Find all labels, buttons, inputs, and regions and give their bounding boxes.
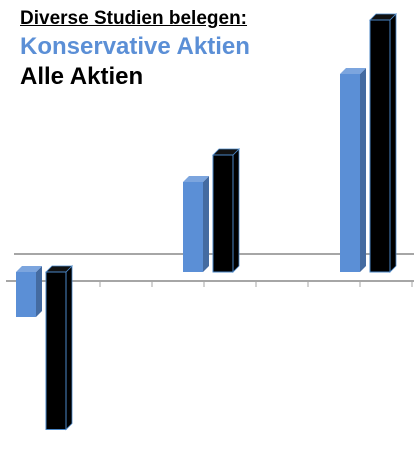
bar-top [340, 68, 366, 74]
bar-side [203, 176, 209, 272]
bar-side [389, 13, 397, 273]
bar-side [360, 68, 366, 272]
bar-side [36, 266, 42, 317]
bar-front [369, 19, 391, 273]
bar-side [65, 265, 73, 431]
bar-front [212, 154, 234, 273]
bar-konservative-1 [16, 266, 42, 317]
bar-alle-3 [369, 13, 397, 273]
bar-front [16, 272, 36, 317]
legend-entry-konservative: Konservative Aktien [20, 33, 250, 60]
legend-entry-alle: Alle Aktien [20, 63, 144, 90]
bar-side [232, 148, 240, 273]
bar-front [183, 182, 203, 272]
bar-konservative-2 [183, 176, 209, 272]
bar-front [45, 271, 67, 430]
chart-title: Diverse Studien belegen: [20, 8, 248, 29]
bar-top [16, 266, 42, 272]
bar-layer [16, 13, 397, 431]
bar-alle-2 [212, 148, 240, 273]
bar-top [183, 176, 209, 182]
bar-konservative-3 [340, 68, 366, 272]
bar-front [340, 74, 360, 272]
legend: Diverse Studien belegen: Konservative Ak… [20, 6, 250, 92]
bar-alle-1 [45, 265, 73, 431]
